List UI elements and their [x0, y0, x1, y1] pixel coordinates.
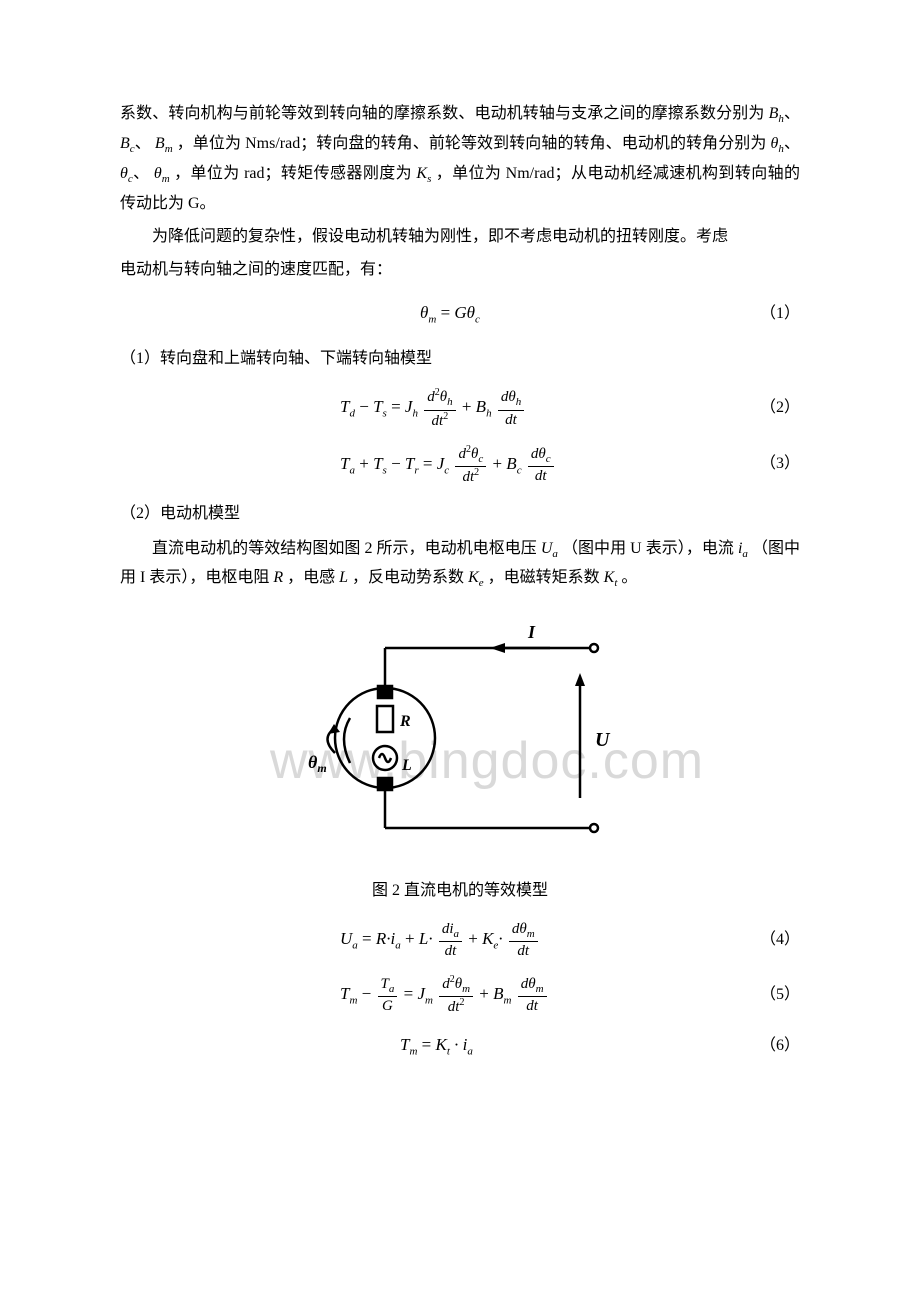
p1-b: ，单位为 Nms/rad；转向盘的转角、前轮等效到转向轴的转角、电动机的转角分别… [177, 135, 767, 152]
fig-label-L: L [401, 757, 412, 774]
sym-Ua: Ua [541, 540, 558, 557]
figure-2-caption: 图 2 直流电机的等效模型 [120, 877, 800, 906]
eq1-num: （1） [720, 300, 800, 329]
p4-b: （图中用 U 表示），电流 [562, 540, 734, 557]
paragraph-1: 系数、转向机构与前轮等效到转向轴的摩擦系数、电动机转轴与支承之间的摩擦系数分别为… [120, 100, 800, 219]
p4-f: ，电磁转矩系数 [488, 569, 600, 586]
eq4-num: （4） [720, 926, 800, 955]
fig-label-thetam: θm [308, 752, 327, 775]
sym-thc: θc [120, 165, 133, 182]
paragraph-3: 电动机与转向轴之间的速度匹配，有： [120, 256, 800, 285]
sym-Bc: Bc [120, 135, 135, 152]
eq6-num: （6） [720, 1032, 800, 1061]
fig-label-R: R [399, 713, 411, 730]
eq5-num: （5） [720, 981, 800, 1010]
sym-thh: θh [771, 135, 784, 152]
equation-6: Tm = Kt · ia （6） [120, 1030, 800, 1062]
p4-d: ，电感 [287, 569, 335, 586]
section-1-label: （1）转向盘和上端转向轴、下端转向轴模型 [120, 345, 800, 374]
eq2-num: （2） [720, 394, 800, 423]
sym-Ke: Ke [468, 569, 484, 586]
sep: 、 [784, 135, 800, 152]
p1-c: ，单位为 rad；转矩传感器刚度为 [174, 165, 412, 182]
motor-circuit-diagram: I U R L θm [290, 618, 630, 858]
fig-label-U: U [595, 729, 611, 751]
sym-ia: ia [738, 540, 748, 557]
sym-L: L [339, 569, 348, 586]
paragraph-2: 为降低问题的复杂性，假设电动机转轴为刚性，即不考虑电动机的扭转刚度。考虑 [120, 223, 800, 252]
sym-Bh: Bh [769, 105, 784, 122]
sep: 、 [784, 105, 800, 122]
sym-Ks: Ks [416, 165, 431, 182]
sym-R: R [273, 569, 283, 586]
eq3-num: （3） [720, 450, 800, 479]
p1-a: 系数、转向机构与前轮等效到转向轴的摩擦系数、电动机转轴与支承之间的摩擦系数分别为 [120, 105, 764, 122]
sym-Bm: Bm [155, 135, 173, 152]
equation-2: Td − Ts = Jh d2θhdt2 + Bh dθhdt （2） [120, 387, 800, 429]
equation-3: Ta + Ts − Tr = Jc d2θcdt2 + Bc dθcdt （3） [120, 444, 800, 486]
sep: 、 [135, 135, 151, 152]
equation-5: Tm − TaG = Jm d2θmdt2 + Bm dθmdt （5） [120, 974, 800, 1016]
equation-1: θm = Gθc （1） [120, 298, 800, 330]
fig-label-I: I [527, 622, 536, 642]
equation-4: Ua = R·ia + L· diadt + Ke· dθmdt （4） [120, 920, 800, 960]
sym-thm: θm [154, 165, 170, 182]
figure-2: I U R L θm [120, 618, 800, 869]
sep: 、 [133, 165, 150, 182]
paragraph-4: 直流电动机的等效结构图如图 2 所示，电动机电枢电压 Ua （图中用 U 表示）… [120, 535, 800, 595]
sym-Kt: Kt [604, 569, 618, 586]
p4-a: 直流电动机的等效结构图如图 2 所示，电动机电枢电压 [152, 540, 537, 557]
p4-e: ，反电动势系数 [352, 569, 464, 586]
section-2-label: （2）电动机模型 [120, 500, 800, 529]
p4-g: 。 [621, 569, 637, 586]
